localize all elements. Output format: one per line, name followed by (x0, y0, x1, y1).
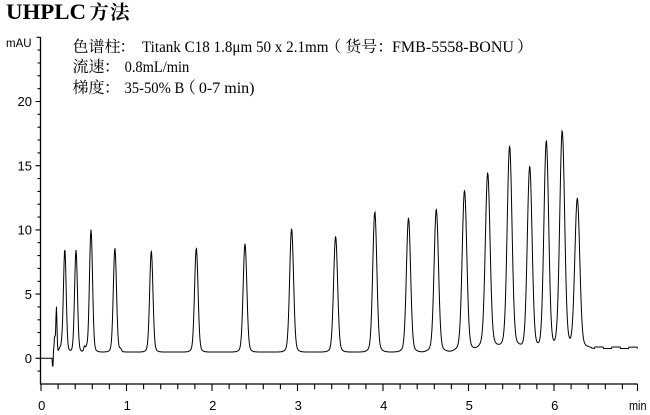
svg-text:20: 20 (18, 94, 32, 109)
svg-text:5: 5 (466, 398, 473, 413)
svg-text:5: 5 (25, 287, 32, 302)
svg-text:mAU: mAU (6, 38, 32, 50)
svg-text:UHPLC: UHPLC (6, 0, 86, 24)
svg-text:0.8mL/min: 0.8mL/min (125, 59, 190, 76)
svg-text:3: 3 (295, 398, 302, 413)
svg-text:10: 10 (18, 223, 32, 238)
svg-text:0: 0 (38, 398, 45, 413)
svg-text:Titank C18 1.8μm 50 x 2.1mm: Titank C18 1.8μm 50 x 2.1mm (142, 39, 329, 56)
svg-text:35-50% B: 35-50% B (125, 80, 185, 97)
svg-text:15: 15 (18, 158, 32, 173)
svg-text:FMB-5558-BONU: FMB-5558-BONU (392, 39, 514, 56)
svg-text:2: 2 (209, 398, 216, 413)
svg-text:min: min (629, 398, 647, 413)
svg-text:0: 0 (25, 351, 32, 366)
svg-text:1: 1 (124, 398, 131, 413)
svg-text:0-7 min): 0-7 min) (199, 80, 255, 97)
svg-text:4: 4 (380, 398, 387, 413)
svg-text:6: 6 (551, 398, 558, 413)
